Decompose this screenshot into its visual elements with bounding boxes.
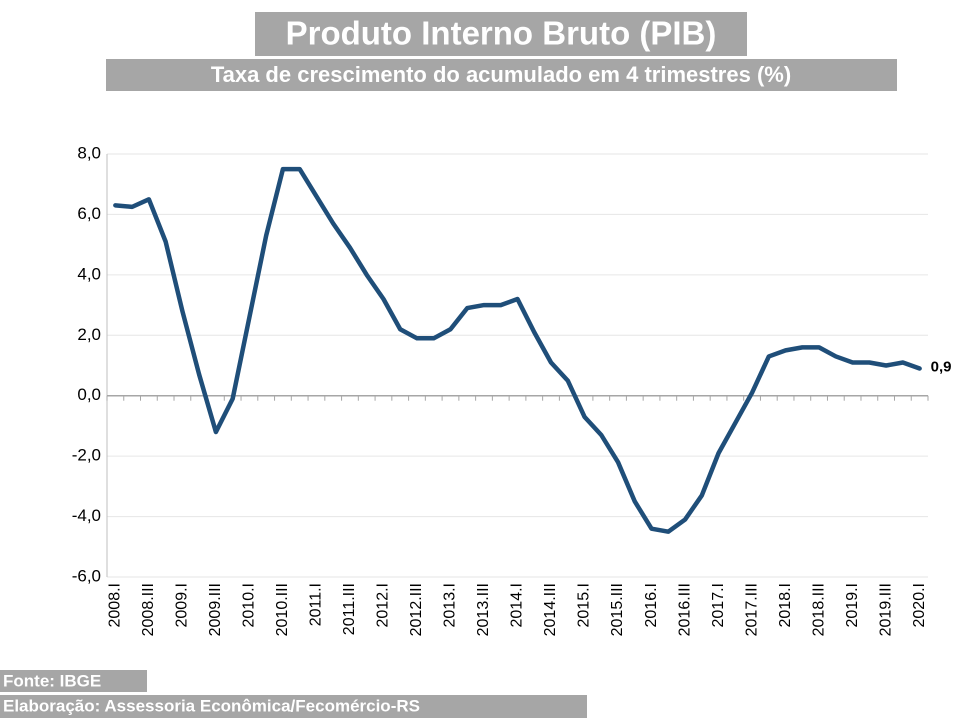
y-tick-label: 8,0 bbox=[77, 143, 101, 162]
chart-subtitle: Taxa de crescimento do acumulado em 4 tr… bbox=[211, 62, 791, 87]
x-tick-label: 2010.I bbox=[241, 583, 258, 627]
credit: Elaboração: Assessoria Econômica/Fecomér… bbox=[3, 696, 420, 715]
y-tick-label: 2,0 bbox=[77, 325, 101, 344]
x-tick-label: 2017.III bbox=[743, 583, 760, 636]
x-tick-label: 2018.III bbox=[810, 583, 827, 636]
x-tick-label: 2019.I bbox=[844, 583, 861, 627]
x-tick-label: 2012.III bbox=[408, 583, 425, 636]
subtitle-bg bbox=[106, 59, 897, 91]
x-tick-label: 2008.I bbox=[107, 583, 124, 627]
x-tick-label: 2020.I bbox=[911, 583, 928, 627]
source-bg bbox=[0, 670, 147, 692]
x-tick-label: 2011.III bbox=[341, 583, 358, 635]
x-tick-label: 2009.I bbox=[174, 583, 191, 627]
x-tick-label: 2017.I bbox=[710, 583, 727, 627]
x-tick-label: 2015.III bbox=[609, 583, 626, 636]
x-tick-label: 2015.I bbox=[576, 583, 593, 627]
x-tick-label: 2014.I bbox=[509, 583, 526, 627]
x-tick-label: 2016.III bbox=[676, 583, 693, 636]
x-tick-label: 2019.III bbox=[877, 583, 894, 636]
chart-title: Produto Interno Bruto (PIB) bbox=[286, 15, 717, 52]
x-tick-label: 2011.I bbox=[308, 583, 325, 626]
y-tick-label: 4,0 bbox=[77, 264, 101, 283]
y-tick-label: -2,0 bbox=[72, 446, 101, 465]
data-label: 0,9 bbox=[931, 358, 952, 375]
title-bg bbox=[255, 12, 747, 56]
x-tick-label: 2012.I bbox=[375, 583, 392, 627]
x-tick-label: 2014.III bbox=[542, 583, 559, 636]
y-tick-label: 0,0 bbox=[77, 385, 101, 404]
y-tick-label: -6,0 bbox=[72, 566, 101, 585]
x-tick-label: 2010.III bbox=[274, 583, 291, 636]
credit-bg bbox=[0, 695, 587, 718]
y-tick-label: 6,0 bbox=[77, 204, 101, 223]
series-line bbox=[113, 166, 922, 534]
x-tick-label: 2013.III bbox=[475, 583, 492, 636]
source: Fonte: IBGE bbox=[3, 671, 101, 690]
x-tick-label: 2009.III bbox=[207, 583, 224, 636]
x-tick-label: 2013.I bbox=[442, 583, 459, 627]
x-tick-label: 2008.III bbox=[140, 583, 157, 636]
x-tick-label: 2018.I bbox=[777, 583, 794, 627]
x-tick-label: 2016.I bbox=[643, 583, 660, 627]
y-tick-label: -4,0 bbox=[72, 506, 101, 525]
